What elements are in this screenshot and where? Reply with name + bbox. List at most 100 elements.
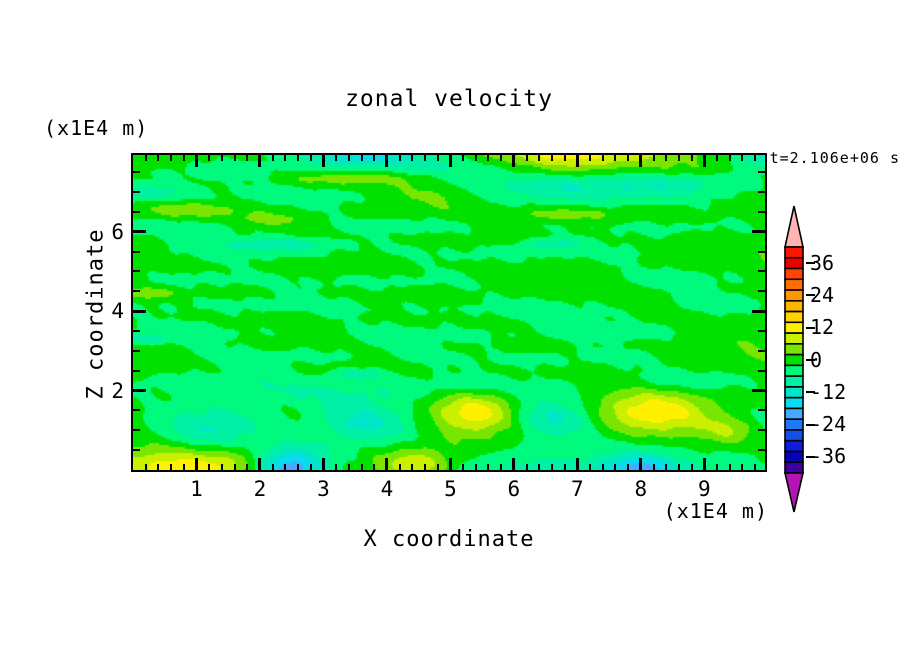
- x-major-tick: [512, 155, 516, 167]
- colorbar-cell: [784, 343, 804, 356]
- y-minor-tick: [133, 369, 140, 372]
- x-minor-tick: [614, 464, 617, 470]
- x-minor-tick: [716, 155, 718, 161]
- y-tick-label: 6: [111, 219, 124, 244]
- y-minor-tick: [758, 250, 765, 253]
- x-minor-tick: [424, 464, 426, 470]
- x-minor-tick: [220, 464, 223, 470]
- y-minor-tick: [133, 330, 140, 332]
- colorbar-cell: [784, 246, 804, 259]
- x-minor-tick: [297, 464, 299, 470]
- y-minor-tick: [758, 171, 765, 174]
- colorbar-tick: [806, 326, 815, 329]
- x-minor-tick: [627, 464, 630, 470]
- x-major-tick: [702, 458, 706, 470]
- colorbar-cell: [784, 450, 804, 464]
- colorbar-tick: [806, 391, 815, 394]
- x-minor-tick: [144, 464, 147, 470]
- x-minor-tick: [500, 464, 503, 470]
- x-minor-tick: [220, 155, 223, 161]
- x-minor-tick: [170, 464, 173, 470]
- x-minor-tick: [665, 464, 668, 470]
- colorbar-cell: [784, 332, 804, 345]
- colorbar-over-arrow: [784, 205, 804, 248]
- x-minor-tick: [754, 155, 756, 161]
- colorbar-label: -24: [810, 412, 847, 437]
- y-minor-tick: [758, 349, 765, 352]
- y-minor-tick: [133, 409, 140, 412]
- x-minor-tick: [754, 464, 756, 470]
- y-tick-label: 2: [111, 378, 124, 403]
- y-tick-label: 4: [111, 299, 124, 324]
- x-minor-tick: [563, 155, 566, 161]
- colorbar-gradient: [783, 205, 805, 513]
- colorbar-cell: [784, 256, 804, 270]
- x-tick-label: 2: [253, 477, 267, 501]
- plot-area: [131, 153, 767, 472]
- x-minor-tick: [182, 155, 185, 161]
- x-tick-label: 7: [570, 477, 584, 501]
- x-tick-label: 8: [634, 477, 648, 501]
- colorbar-tick: [806, 294, 815, 297]
- x-minor-tick: [474, 155, 477, 161]
- x-minor-tick: [462, 464, 465, 470]
- colorbar-cell: [784, 353, 804, 367]
- y-axis-tick-labels: 2 4 6: [90, 155, 130, 470]
- colorbar-cell: [784, 364, 804, 377]
- x-major-tick: [448, 155, 452, 167]
- x-major-tick: [575, 155, 579, 167]
- x-minor-tick: [373, 464, 376, 470]
- y-minor-tick: [758, 449, 765, 452]
- colorbar-label: -36: [810, 444, 847, 469]
- x-major-tick: [512, 458, 516, 470]
- x-major-tick: [258, 458, 262, 470]
- x-minor-tick: [411, 155, 414, 161]
- x-minor-tick: [538, 464, 541, 470]
- x-minor-tick: [487, 155, 490, 161]
- y-minor-tick: [758, 369, 765, 372]
- x-minor-tick: [233, 464, 236, 470]
- colorbar-cell: [784, 407, 804, 420]
- x-minor-tick: [170, 155, 173, 161]
- colorbar-cell: [784, 418, 804, 431]
- x-minor-tick: [144, 155, 147, 161]
- y-major-tick: [133, 309, 146, 313]
- x-minor-tick: [424, 155, 426, 161]
- colorbar-label: 0: [810, 347, 823, 372]
- y-minor-tick: [758, 210, 765, 213]
- y-major-tick: [752, 309, 765, 313]
- x-minor-tick: [589, 464, 591, 470]
- x-minor-tick: [550, 464, 553, 470]
- x-tick-label: 5: [444, 477, 457, 501]
- time-label: t=2.106e+06 s: [769, 149, 900, 167]
- x-minor-tick: [550, 155, 553, 161]
- y-major-tick: [133, 389, 146, 393]
- x-minor-tick: [182, 464, 185, 470]
- colorbar-tick: [806, 423, 815, 426]
- x-minor-tick: [741, 464, 744, 470]
- x-minor-tick: [652, 464, 655, 470]
- x-tick-label: 4: [380, 477, 394, 501]
- x-minor-tick: [690, 155, 693, 161]
- colorbar-cell: [784, 321, 804, 334]
- contour-field-canvas: [133, 155, 765, 470]
- plot-title: zonal velocity: [345, 86, 553, 112]
- x-tick-label: 9: [697, 477, 711, 501]
- x-minor-tick: [233, 155, 236, 161]
- x-major-tick: [385, 155, 389, 167]
- colorbar-cell: [784, 278, 804, 291]
- colorbar-label: 12: [810, 315, 835, 340]
- x-minor-tick: [563, 464, 566, 470]
- x-minor-tick: [538, 155, 541, 161]
- x-minor-tick: [474, 464, 477, 470]
- x-minor-tick: [246, 464, 249, 470]
- x-minor-tick: [335, 155, 338, 161]
- colorbar-cell: [784, 289, 804, 302]
- x-minor-tick: [601, 155, 604, 161]
- x-tick-label: 1: [190, 477, 203, 501]
- x-minor-tick: [271, 464, 274, 470]
- x-minor-tick: [525, 155, 528, 161]
- y-axis-title: Z coordinate: [83, 228, 109, 400]
- y-minor-tick: [133, 210, 140, 213]
- colorbar-cell: [784, 396, 804, 410]
